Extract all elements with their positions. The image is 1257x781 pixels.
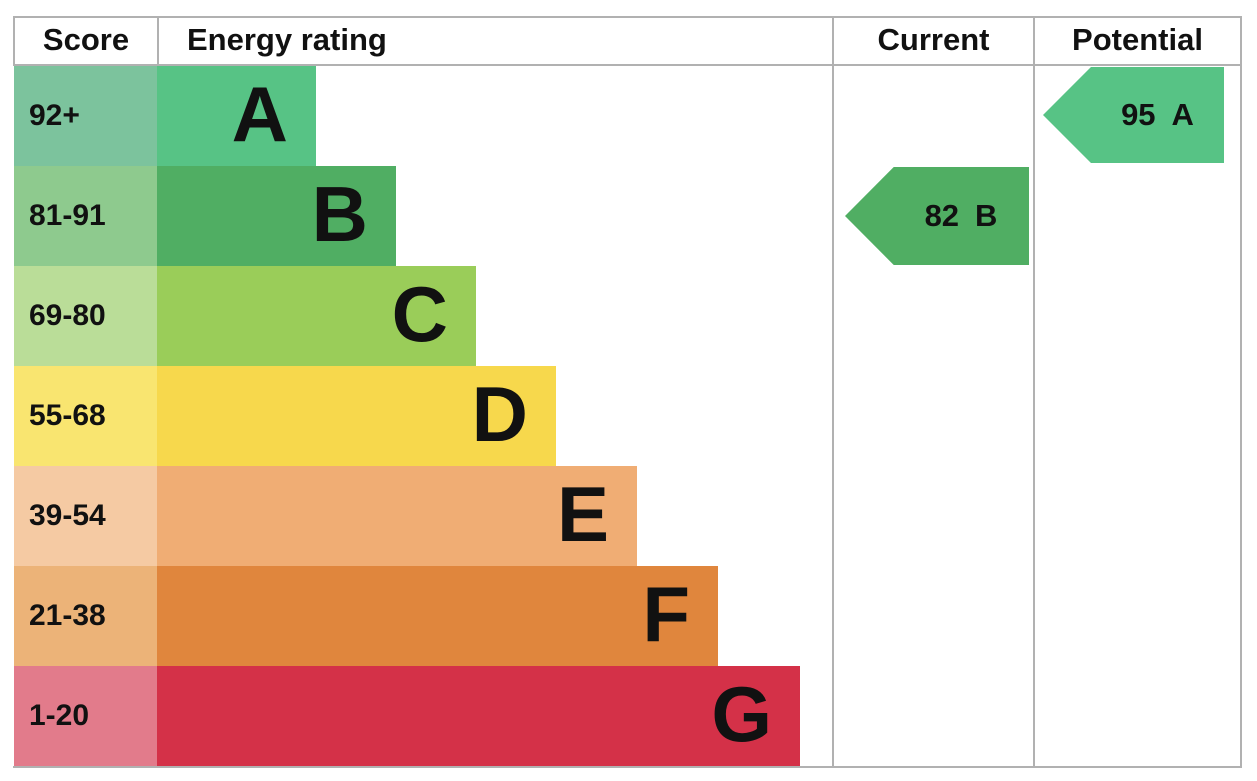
potential-score-value: 95 — [1121, 97, 1156, 132]
rating-bar-g: G — [157, 666, 800, 766]
rating-bar-a: A — [157, 66, 316, 166]
rating-letter-a: A — [231, 70, 288, 158]
column-header-score: Score — [42, 22, 130, 57]
current-score-value: 82 — [924, 198, 960, 233]
rating-letter-d: D — [471, 370, 528, 458]
score-range-label: 55-68 — [14, 366, 157, 466]
score-range-label: 92+ — [14, 66, 157, 166]
rating-letter-e: E — [556, 470, 609, 558]
band-row-f: 21-38 F — [14, 566, 1214, 666]
band-row-g: 1-20 G — [14, 666, 1214, 766]
rating-bar-f: F — [157, 566, 718, 666]
potential-rating-letter: A — [1171, 97, 1194, 132]
column-header-energy-rating: Energy rating — [187, 22, 387, 57]
score-range-label: 81-91 — [14, 166, 157, 266]
current-rating-letter: B — [975, 198, 998, 233]
rating-bar-e: E — [157, 466, 637, 566]
rating-letter-b: B — [311, 170, 368, 258]
score-range-label: 69-80 — [14, 266, 157, 366]
rating-letter-c: C — [391, 270, 448, 358]
border-top-line — [13, 16, 1242, 18]
band-row-d: 55-68 D — [14, 366, 1214, 466]
score-range-label: 1-20 — [14, 666, 157, 766]
band-row-c: 69-80 C — [14, 266, 1214, 366]
border-bottom-line — [13, 766, 1242, 768]
header-bottom-line — [13, 64, 1242, 66]
score-range-label: 21-38 — [14, 566, 157, 666]
band-row-e: 39-54 E — [14, 466, 1214, 566]
rating-letter-f: F — [642, 570, 690, 658]
column-header-potential: Potential — [1072, 22, 1203, 57]
current-column-divider — [832, 16, 834, 768]
score-column-divider — [157, 16, 159, 66]
potential-column-divider — [1033, 16, 1035, 768]
rating-letter-g: G — [711, 670, 772, 758]
rating-bar-d: D — [157, 366, 556, 466]
band-row-b: 81-91 B — [14, 166, 1214, 266]
border-right-line — [1240, 16, 1242, 768]
column-header-current: Current — [877, 22, 990, 57]
rating-bar-b: B — [157, 166, 396, 266]
score-range-label: 39-54 — [14, 466, 157, 566]
header-left-line — [13, 16, 15, 66]
band-row-a: 92+ A — [14, 66, 1214, 166]
rating-bar-c: C — [157, 266, 476, 366]
